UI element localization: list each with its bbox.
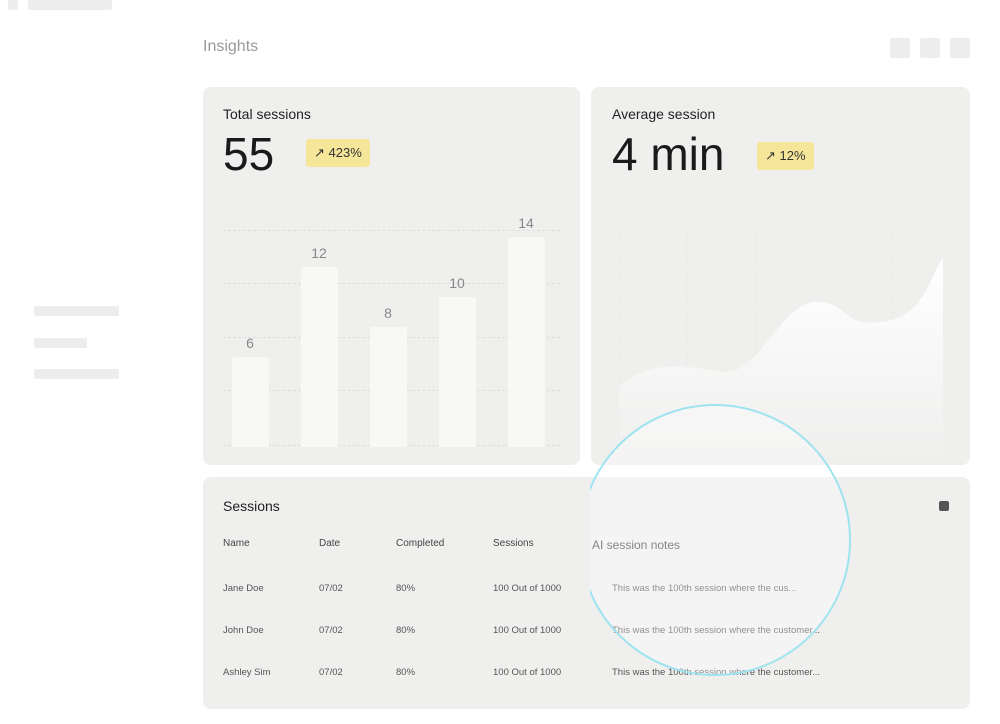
table-cell: 100 Out of 1000	[493, 667, 562, 678]
magnifier	[590, 404, 851, 676]
grid-line	[223, 230, 560, 231]
table-cell: This was the 100th session where the cus…	[612, 667, 820, 678]
logo	[8, 0, 18, 10]
table-cell: 07/02	[319, 667, 343, 678]
column-header: Name	[223, 538, 250, 549]
table-cell: Ashley Sim	[223, 667, 271, 678]
column-header: Completed	[396, 538, 445, 549]
bar	[301, 267, 338, 447]
table-cell: This was the 100th session where the cus…	[612, 625, 820, 636]
table-cell: 100 Out of 1000	[493, 583, 562, 594]
bar-value-label: 12	[311, 245, 327, 261]
bar	[508, 237, 545, 447]
column-header: Date	[319, 538, 341, 549]
menu-icon[interactable]	[939, 501, 949, 511]
table-cell: 07/02	[319, 625, 343, 636]
nav-item[interactable]	[34, 306, 119, 316]
card-value: 55	[223, 128, 275, 180]
nav-item[interactable]	[34, 369, 119, 379]
bar-value-label: 8	[384, 305, 392, 321]
bar	[232, 357, 269, 447]
table-cell: 100 Out of 1000	[493, 625, 562, 636]
table-cell: 80%	[396, 667, 416, 678]
icon-button[interactable]	[890, 38, 910, 58]
page-title: Insights	[203, 38, 259, 55]
table-cell: 80%	[396, 625, 416, 636]
bar-value-label: 14	[518, 215, 534, 231]
bar-value-label: 6	[246, 335, 254, 351]
sessions-card: Total sessions 55 ↗ 423% 6 12 8 10 14	[203, 87, 580, 465]
trend-badge: ↗ 12%	[757, 142, 814, 170]
sessions-table: Sessions Name Date Completed Sessions AI ses…	[203, 477, 970, 709]
bar-value-label: 10	[449, 275, 465, 291]
column-header: AI session notes	[592, 538, 680, 552]
nav-item[interactable]	[34, 338, 87, 348]
table-title: Sessions	[223, 498, 280, 514]
card-value: 4 min	[612, 128, 725, 180]
area	[619, 257, 943, 457]
bar	[370, 327, 407, 447]
grid-line	[223, 283, 560, 284]
table-cell: John Doe	[223, 625, 264, 636]
bar	[439, 297, 476, 447]
table-cell: This was the 100th session where the cus…	[612, 583, 796, 594]
duration-card: Average session 4 min ↗ 12%	[591, 87, 970, 465]
badge-text: 423%	[328, 145, 362, 160]
table-cell: 07/02	[319, 583, 343, 594]
logo-text	[28, 0, 112, 10]
icon-button[interactable]	[920, 38, 940, 58]
card-label: Total sessions	[223, 106, 311, 122]
area-chart	[618, 232, 943, 457]
badge-text: 12%	[779, 148, 806, 163]
icon-button[interactable]	[950, 38, 970, 58]
table-cell: 80%	[396, 583, 416, 594]
card-label: Average session	[612, 106, 716, 122]
table-cell: Jane Doe	[223, 583, 264, 594]
trend-badge: ↗ 423%	[306, 139, 370, 167]
column-header: Sessions	[493, 538, 534, 549]
